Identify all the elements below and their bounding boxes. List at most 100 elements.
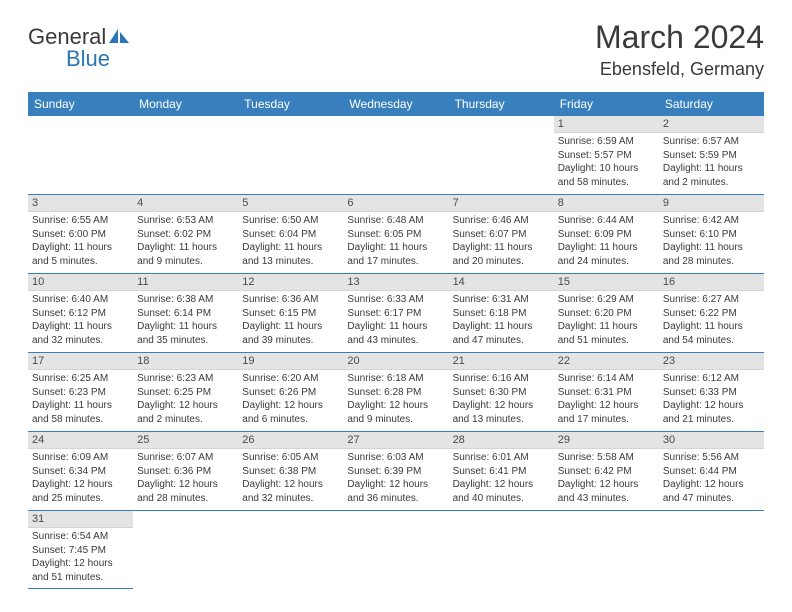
day-details: Sunrise: 6:05 AMSunset: 6:38 PMDaylight:… xyxy=(238,449,343,509)
day-number: 26 xyxy=(238,432,343,449)
sunrise-text: Sunrise: 6:23 AM xyxy=(137,372,234,386)
sunset-text: Sunset: 6:10 PM xyxy=(663,228,760,242)
sunset-text: Sunset: 6:18 PM xyxy=(453,307,550,321)
daylight-text-1: Daylight: 11 hours xyxy=(137,241,234,255)
daylight-text-2: and 2 minutes. xyxy=(663,176,760,190)
daylight-text-2: and 47 minutes. xyxy=(663,492,760,506)
calendar-cell xyxy=(133,116,238,195)
calendar-cell: 9Sunrise: 6:42 AMSunset: 6:10 PMDaylight… xyxy=(659,195,764,274)
day-number: 4 xyxy=(133,195,238,212)
day-details: Sunrise: 6:20 AMSunset: 6:26 PMDaylight:… xyxy=(238,370,343,430)
day-number: 29 xyxy=(554,432,659,449)
sunset-text: Sunset: 6:25 PM xyxy=(137,386,234,400)
daylight-text-2: and 39 minutes. xyxy=(242,334,339,348)
calendar-cell: 19Sunrise: 6:20 AMSunset: 6:26 PMDayligh… xyxy=(238,353,343,432)
sunrise-text: Sunrise: 6:36 AM xyxy=(242,293,339,307)
calendar-week-row: 24Sunrise: 6:09 AMSunset: 6:34 PMDayligh… xyxy=(28,432,764,511)
daylight-text-2: and 51 minutes. xyxy=(558,334,655,348)
day-number: 10 xyxy=(28,274,133,291)
daylight-text-2: and 58 minutes. xyxy=(32,413,129,427)
day-number: 19 xyxy=(238,353,343,370)
daylight-text-1: Daylight: 12 hours xyxy=(347,478,444,492)
calendar-cell: 11Sunrise: 6:38 AMSunset: 6:14 PMDayligh… xyxy=(133,274,238,353)
sunrise-text: Sunrise: 6:33 AM xyxy=(347,293,444,307)
daylight-text-1: Daylight: 12 hours xyxy=(453,399,550,413)
daylight-text-1: Daylight: 11 hours xyxy=(453,241,550,255)
calendar-cell: 5Sunrise: 6:50 AMSunset: 6:04 PMDaylight… xyxy=(238,195,343,274)
daylight-text-1: Daylight: 11 hours xyxy=(663,241,760,255)
calendar-cell: 4Sunrise: 6:53 AMSunset: 6:02 PMDaylight… xyxy=(133,195,238,274)
day-details: Sunrise: 6:18 AMSunset: 6:28 PMDaylight:… xyxy=(343,370,448,430)
sunrise-text: Sunrise: 5:56 AM xyxy=(663,451,760,465)
sunset-text: Sunset: 6:23 PM xyxy=(32,386,129,400)
daylight-text-1: Daylight: 11 hours xyxy=(558,241,655,255)
sunrise-text: Sunrise: 6:46 AM xyxy=(453,214,550,228)
day-details: Sunrise: 6:03 AMSunset: 6:39 PMDaylight:… xyxy=(343,449,448,509)
sunrise-text: Sunrise: 6:03 AM xyxy=(347,451,444,465)
sunset-text: Sunset: 6:14 PM xyxy=(137,307,234,321)
sunset-text: Sunset: 6:15 PM xyxy=(242,307,339,321)
day-number: 27 xyxy=(343,432,448,449)
sunrise-text: Sunrise: 6:44 AM xyxy=(558,214,655,228)
day-number: 31 xyxy=(28,511,133,528)
daylight-text-2: and 47 minutes. xyxy=(453,334,550,348)
daylight-text-2: and 13 minutes. xyxy=(242,255,339,269)
daylight-text-1: Daylight: 11 hours xyxy=(137,320,234,334)
sunset-text: Sunset: 6:39 PM xyxy=(347,465,444,479)
daylight-text-2: and 32 minutes. xyxy=(242,492,339,506)
day-number: 24 xyxy=(28,432,133,449)
day-number: 1 xyxy=(554,116,659,133)
daylight-text-1: Daylight: 11 hours xyxy=(32,320,129,334)
weekday-header: Thursday xyxy=(449,92,554,116)
daylight-text-1: Daylight: 12 hours xyxy=(242,399,339,413)
day-details: Sunrise: 6:27 AMSunset: 6:22 PMDaylight:… xyxy=(659,291,764,351)
sunset-text: Sunset: 6:34 PM xyxy=(32,465,129,479)
daylight-text-1: Daylight: 11 hours xyxy=(663,320,760,334)
day-number: 23 xyxy=(659,353,764,370)
daylight-text-1: Daylight: 12 hours xyxy=(137,399,234,413)
daylight-text-1: Daylight: 12 hours xyxy=(663,478,760,492)
day-details: Sunrise: 5:58 AMSunset: 6:42 PMDaylight:… xyxy=(554,449,659,509)
calendar-cell xyxy=(238,511,343,589)
calendar-cell xyxy=(28,116,133,195)
sunset-text: Sunset: 5:57 PM xyxy=(558,149,655,163)
sunrise-text: Sunrise: 6:57 AM xyxy=(663,135,760,149)
daylight-text-1: Daylight: 12 hours xyxy=(453,478,550,492)
calendar-week-row: 1Sunrise: 6:59 AMSunset: 5:57 PMDaylight… xyxy=(28,116,764,195)
sunrise-text: Sunrise: 6:59 AM xyxy=(558,135,655,149)
day-number: 28 xyxy=(449,432,554,449)
sunrise-text: Sunrise: 6:07 AM xyxy=(137,451,234,465)
calendar-cell: 26Sunrise: 6:05 AMSunset: 6:38 PMDayligh… xyxy=(238,432,343,511)
sunrise-text: Sunrise: 6:05 AM xyxy=(242,451,339,465)
daylight-text-1: Daylight: 11 hours xyxy=(32,241,129,255)
day-number: 3 xyxy=(28,195,133,212)
daylight-text-1: Daylight: 11 hours xyxy=(242,241,339,255)
sunset-text: Sunset: 6:41 PM xyxy=(453,465,550,479)
calendar-cell xyxy=(659,511,764,589)
sunrise-text: Sunrise: 5:58 AM xyxy=(558,451,655,465)
daylight-text-2: and 24 minutes. xyxy=(558,255,655,269)
sunset-text: Sunset: 6:05 PM xyxy=(347,228,444,242)
daylight-text-1: Daylight: 11 hours xyxy=(558,320,655,334)
day-details: Sunrise: 6:25 AMSunset: 6:23 PMDaylight:… xyxy=(28,370,133,430)
sunrise-text: Sunrise: 6:54 AM xyxy=(32,530,129,544)
calendar-cell: 13Sunrise: 6:33 AMSunset: 6:17 PMDayligh… xyxy=(343,274,448,353)
day-details: Sunrise: 6:42 AMSunset: 6:10 PMDaylight:… xyxy=(659,212,764,272)
daylight-text-2: and 2 minutes. xyxy=(137,413,234,427)
daylight-text-2: and 40 minutes. xyxy=(453,492,550,506)
day-details: Sunrise: 6:44 AMSunset: 6:09 PMDaylight:… xyxy=(554,212,659,272)
day-details: Sunrise: 6:40 AMSunset: 6:12 PMDaylight:… xyxy=(28,291,133,351)
calendar-cell: 30Sunrise: 5:56 AMSunset: 6:44 PMDayligh… xyxy=(659,432,764,511)
sunrise-text: Sunrise: 6:55 AM xyxy=(32,214,129,228)
daylight-text-2: and 51 minutes. xyxy=(32,571,129,585)
daylight-text-1: Daylight: 12 hours xyxy=(242,478,339,492)
day-number: 20 xyxy=(343,353,448,370)
sunset-text: Sunset: 6:30 PM xyxy=(453,386,550,400)
sunset-text: Sunset: 6:36 PM xyxy=(137,465,234,479)
daylight-text-1: Daylight: 11 hours xyxy=(32,399,129,413)
page-header: GeneralBlue March 2024 Ebensfeld, German… xyxy=(28,20,764,80)
title-block: March 2024 Ebensfeld, Germany xyxy=(595,20,764,80)
daylight-text-1: Daylight: 12 hours xyxy=(558,478,655,492)
sunrise-text: Sunrise: 6:53 AM xyxy=(137,214,234,228)
day-number: 9 xyxy=(659,195,764,212)
